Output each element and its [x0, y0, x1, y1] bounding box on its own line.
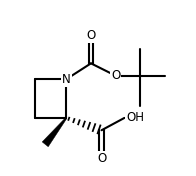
Text: OH: OH	[126, 111, 144, 124]
Polygon shape	[42, 118, 67, 147]
Text: O: O	[86, 29, 96, 42]
Text: O: O	[111, 69, 120, 82]
Text: N: N	[62, 73, 71, 86]
Text: O: O	[97, 152, 106, 165]
